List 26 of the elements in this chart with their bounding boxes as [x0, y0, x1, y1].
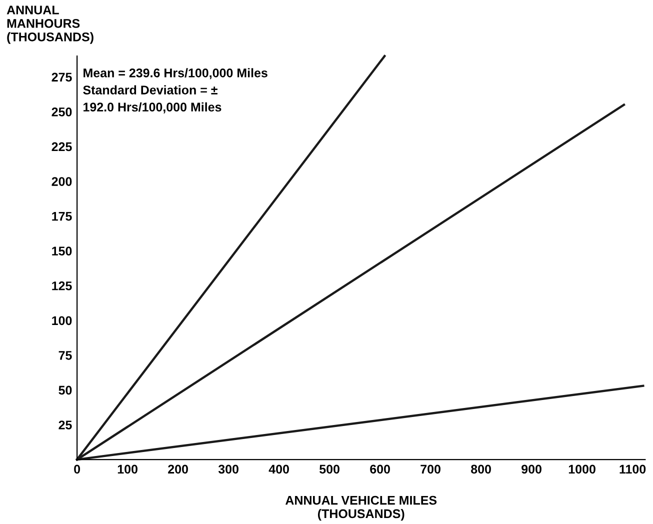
x-tick-label: 600	[370, 464, 390, 474]
y-tick-label: 50	[58, 386, 72, 395]
x-tick-label: 500	[320, 464, 340, 474]
y-tick-label: 275	[52, 72, 72, 82]
annotation: Mean = 239.6 Hrs/100,000 Miles Standard Deviation = ± 192.0 Hrs/100,000 Miles	[83, 68, 268, 114]
x-tick-label: 0	[74, 464, 80, 474]
y-tick-label: 225	[52, 142, 72, 152]
x-tick-label: 1000	[568, 464, 596, 474]
x-axis-title: ANNUAL VEHICLE MILES (THOUSANDS)	[285, 496, 437, 521]
y-axis-title: ANNUAL MANHOURS (THOUSANDS)	[6, 6, 94, 44]
x-tick-label: 700	[420, 464, 440, 474]
x-tick-label: 200	[168, 464, 188, 474]
x-tick-label: 300	[218, 464, 238, 474]
y-tick-label: 25	[58, 420, 72, 430]
x-tick-label: 800	[471, 464, 491, 474]
x-tick-label: 1100	[620, 464, 646, 474]
y-tick-label: 200	[52, 177, 72, 186]
y-tick-label: 250	[52, 108, 72, 116]
x-tick-label: 400	[268, 464, 289, 474]
y-tick-label: 100	[52, 316, 72, 326]
x-tick-label: 100	[118, 464, 138, 474]
y-tick-label: 125	[52, 281, 72, 290]
y-tick-label: 150	[52, 246, 72, 256]
y-tick-label: 175	[52, 212, 72, 221]
x-tick-label: 900	[522, 464, 542, 474]
y-tick-label: 75	[58, 351, 72, 360]
